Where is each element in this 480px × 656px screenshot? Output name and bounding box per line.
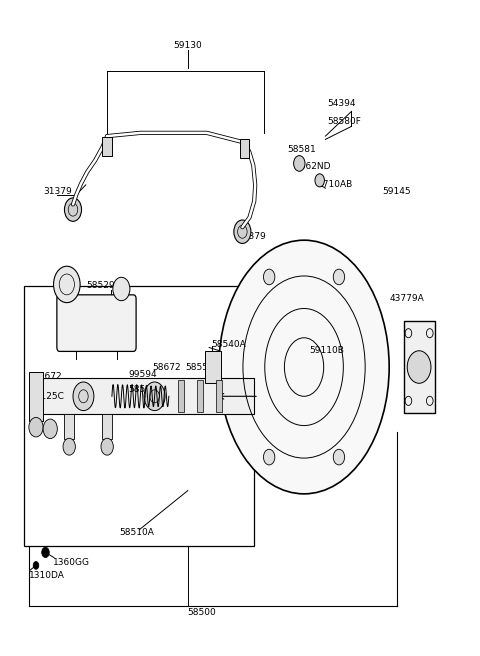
- Circle shape: [64, 198, 82, 221]
- Bar: [197, 380, 203, 412]
- Bar: [204, 351, 221, 383]
- Text: 59110B: 59110B: [309, 346, 344, 356]
- Circle shape: [294, 155, 305, 171]
- FancyBboxPatch shape: [57, 295, 136, 352]
- Text: 99594: 99594: [129, 371, 157, 379]
- Circle shape: [42, 547, 49, 558]
- Circle shape: [63, 438, 75, 455]
- Circle shape: [54, 266, 80, 302]
- Bar: [64, 414, 74, 439]
- Text: 54394: 54394: [328, 99, 356, 108]
- Text: 58125C: 58125C: [29, 392, 64, 401]
- Bar: [29, 372, 43, 420]
- Circle shape: [144, 382, 165, 411]
- Text: 1310DA: 1310DA: [29, 571, 65, 580]
- Text: 1710AB: 1710AB: [318, 180, 354, 190]
- Circle shape: [113, 277, 130, 300]
- Circle shape: [407, 351, 431, 383]
- Text: 58672: 58672: [34, 373, 62, 381]
- Circle shape: [73, 382, 94, 411]
- Text: 58523: 58523: [129, 385, 157, 394]
- Text: 58500: 58500: [188, 608, 216, 617]
- Bar: [179, 380, 184, 412]
- Text: 31379: 31379: [238, 232, 266, 241]
- Circle shape: [101, 438, 113, 455]
- Bar: [240, 139, 250, 157]
- Bar: [216, 380, 222, 412]
- Circle shape: [29, 417, 43, 437]
- Text: 58580F: 58580F: [328, 117, 361, 126]
- Text: 58672: 58672: [152, 363, 181, 371]
- Bar: [24, 286, 254, 546]
- Circle shape: [333, 449, 345, 465]
- Text: 58550A: 58550A: [185, 363, 220, 371]
- Circle shape: [315, 174, 324, 187]
- Circle shape: [333, 269, 345, 285]
- Circle shape: [33, 562, 39, 569]
- Bar: [404, 321, 434, 413]
- Text: 58540A: 58540A: [212, 340, 246, 349]
- Circle shape: [234, 220, 251, 243]
- Text: 1360GG: 1360GG: [53, 558, 90, 567]
- Circle shape: [43, 419, 57, 439]
- Text: 31379: 31379: [43, 187, 72, 196]
- Circle shape: [264, 449, 275, 465]
- Circle shape: [264, 269, 275, 285]
- Text: 59130: 59130: [173, 41, 202, 50]
- Text: 58529B: 58529B: [86, 281, 120, 290]
- Text: 59145: 59145: [383, 187, 411, 196]
- Bar: [41, 379, 254, 414]
- Bar: [102, 414, 112, 439]
- Text: 58510A: 58510A: [119, 528, 154, 537]
- Ellipse shape: [219, 240, 389, 494]
- Text: 1362ND: 1362ND: [295, 162, 331, 171]
- Text: 43779A: 43779A: [389, 295, 424, 303]
- Bar: [102, 137, 112, 155]
- Text: 58581: 58581: [288, 144, 316, 154]
